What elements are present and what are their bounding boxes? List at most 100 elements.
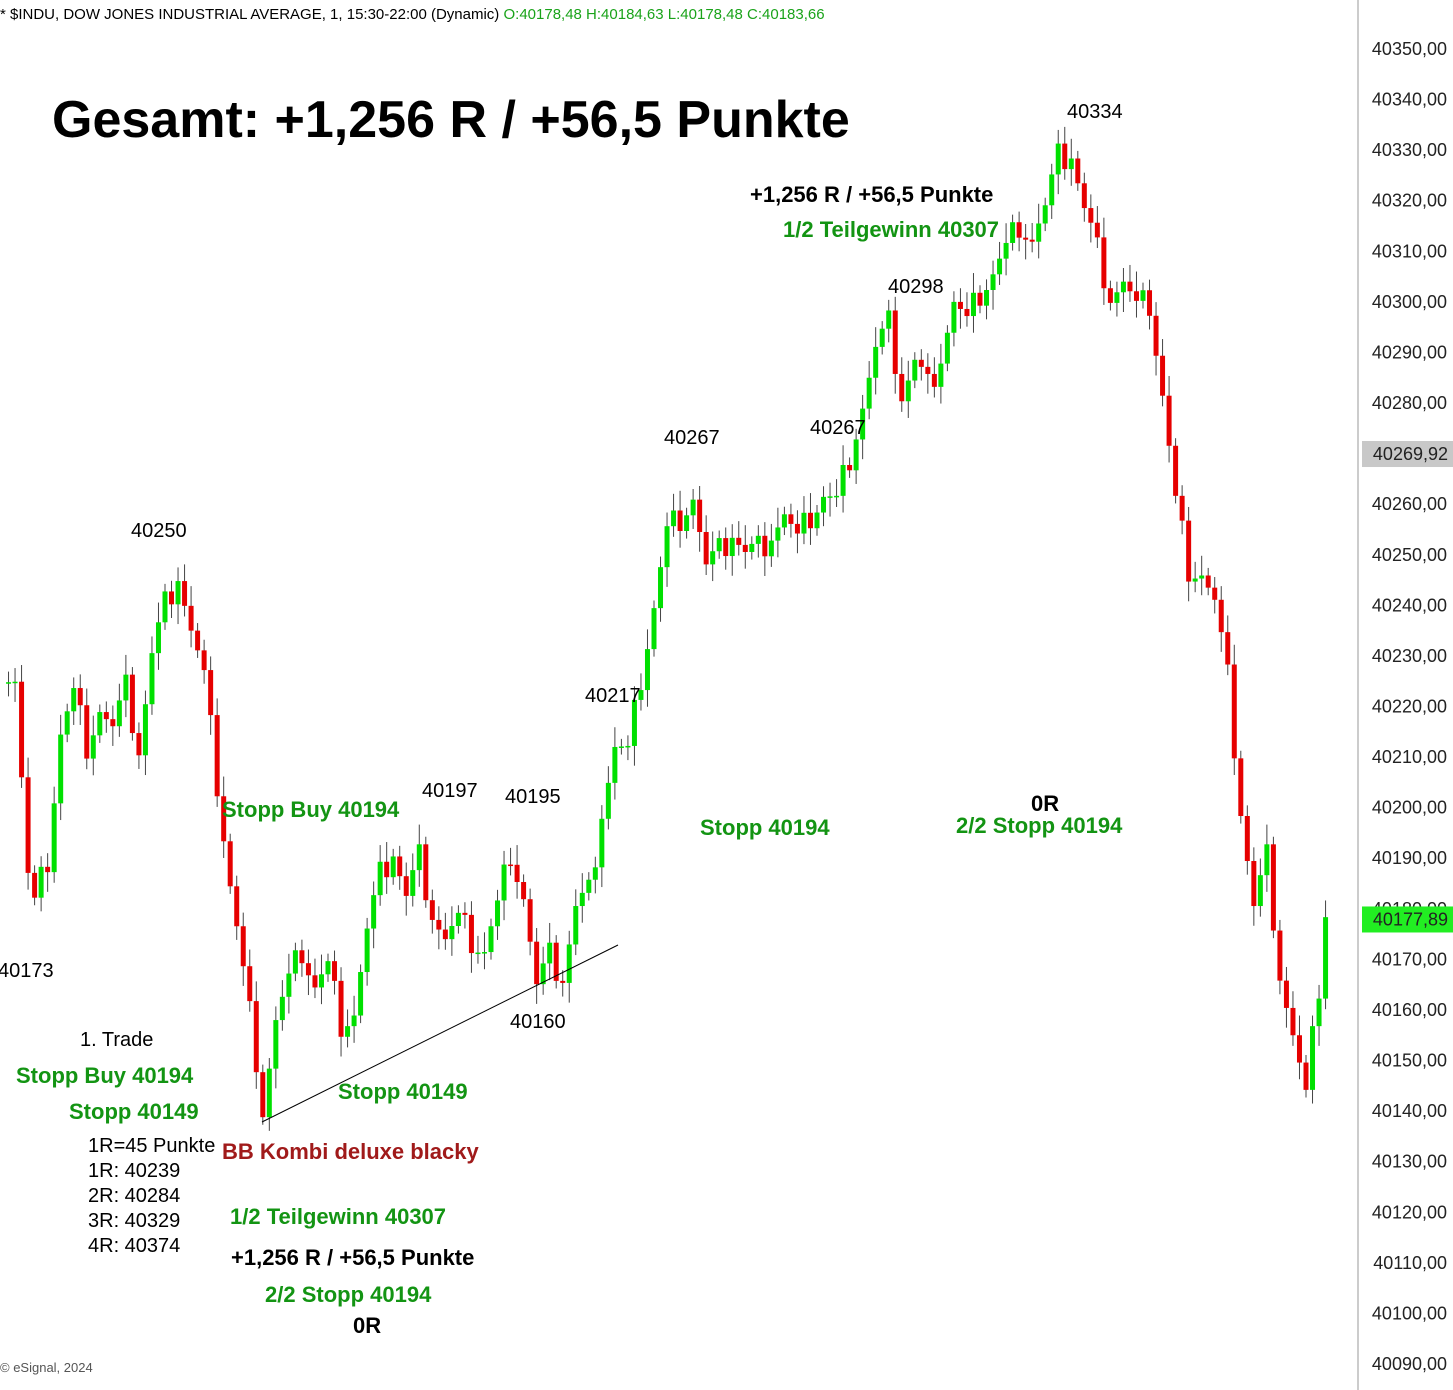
candle-down [1251, 861, 1257, 907]
candle-down [442, 929, 448, 940]
candle-down [468, 914, 474, 954]
ohlc-text: O:40178,48 H:40184,63 L:40178,48 C:40183… [503, 6, 825, 23]
candle-up [1257, 875, 1263, 907]
result-label-top: +1,256 R / +56,5 Punkte [750, 182, 994, 207]
candle-down [1212, 587, 1218, 600]
candle-down [1107, 288, 1113, 303]
stopp-label-trend: Stopp 40149 [338, 1079, 468, 1104]
candle-up [579, 892, 585, 907]
candle-up [455, 912, 461, 927]
price-annotation: 40267 [810, 417, 866, 439]
candle-down [77, 688, 83, 706]
y-tick-label: 40190,00 [1372, 848, 1447, 868]
candle-down [1147, 290, 1153, 316]
candle-up [1264, 844, 1270, 876]
y-tick-label: 40240,00 [1372, 595, 1447, 615]
candle-up [860, 408, 866, 440]
candle-down [305, 963, 311, 976]
candle-up [377, 861, 383, 896]
candle-up [644, 649, 650, 691]
candle-up [599, 818, 605, 868]
candle-down [918, 359, 924, 367]
candle-up [1042, 205, 1048, 224]
candle-up [658, 567, 664, 609]
candle-down [1153, 315, 1159, 356]
candle-down [534, 941, 540, 985]
candle-down [742, 544, 748, 552]
candle-down [338, 980, 344, 1037]
candle-up [573, 906, 579, 945]
candle-down [25, 777, 31, 873]
candle-up [325, 961, 331, 975]
candle-down [208, 670, 214, 716]
y-tick-label: 40340,00 [1372, 90, 1447, 110]
price-annotation: 40334 [1067, 101, 1123, 123]
candle-down [1244, 815, 1250, 862]
candle-up [618, 746, 624, 748]
y-tick-label: 40300,00 [1372, 292, 1447, 312]
candle-up [990, 274, 996, 290]
y-tick-label: 40150,00 [1372, 1051, 1447, 1071]
candle-up [12, 681, 18, 684]
candle-up [390, 856, 396, 878]
price-markers: 40269,92 40177,89 [1362, 441, 1453, 933]
candle-up [768, 540, 774, 557]
candle-down [703, 532, 709, 565]
candle-up [1199, 575, 1205, 579]
candle-down [508, 864, 514, 867]
candle-up [116, 700, 122, 727]
candle-up [853, 439, 859, 471]
candle-down [1016, 222, 1022, 238]
candle-down [925, 366, 931, 374]
candle-up [1323, 917, 1329, 999]
candle-down [221, 796, 227, 842]
candle-up [410, 870, 416, 896]
candle-up [449, 926, 455, 940]
candle-down [1081, 183, 1087, 209]
y-tick-label: 40290,00 [1372, 342, 1447, 362]
r-info-line: 4R: 40374 [88, 1235, 181, 1257]
candle-down [260, 1072, 266, 1118]
candle-down [847, 464, 853, 471]
price-axis: 40350,00 40340,00 40330,00 40320,00 40310,00… [1372, 39, 1447, 1374]
candle-up [905, 380, 911, 402]
candle-down [1296, 1035, 1302, 1063]
candle-down [169, 591, 175, 605]
candle-up [416, 844, 422, 871]
candle-up [951, 301, 957, 333]
stopp-label-left: Stopp 40149 [69, 1099, 199, 1124]
candle-up [90, 735, 96, 759]
current-price-label: 40177,89 [1373, 909, 1448, 929]
y-tick-label: 40090,00 [1372, 1354, 1447, 1374]
candle-down [1283, 980, 1289, 1008]
candle-up [814, 512, 820, 529]
candle-down [312, 975, 318, 988]
candle-down [136, 733, 142, 756]
candle-down [234, 886, 240, 927]
candle-up [1010, 222, 1016, 243]
candle-up [142, 704, 148, 756]
candle-down [560, 980, 566, 983]
candle-up [1003, 242, 1009, 259]
candle-down [957, 301, 963, 309]
candle-up [827, 496, 833, 498]
candle-down [762, 535, 768, 557]
y-tick-label: 40310,00 [1372, 241, 1447, 261]
candle-down [723, 538, 729, 557]
stopp-2-2-label-bottom: 2/2 Stopp 40194 [265, 1282, 432, 1307]
r-info-line: 1R=45 Punkte [88, 1135, 216, 1157]
teilgewinn-label-top: 1/2 Teilgewinn 40307 [783, 217, 1000, 242]
y-tick-label: 40260,00 [1372, 494, 1447, 514]
candle-up [358, 972, 364, 1016]
candle-up [1192, 578, 1198, 582]
candle-up [755, 535, 761, 544]
candle-up [1140, 290, 1146, 301]
candle-up [1049, 174, 1055, 206]
candle-up [873, 346, 879, 378]
candle-down [677, 510, 683, 531]
candle-up [879, 328, 885, 347]
candle-down [553, 942, 559, 981]
candle-down [462, 912, 468, 915]
candlestick-series [6, 126, 1329, 1131]
teilgewinn-label-bottom: 1/2 Teilgewinn 40307 [230, 1204, 447, 1229]
